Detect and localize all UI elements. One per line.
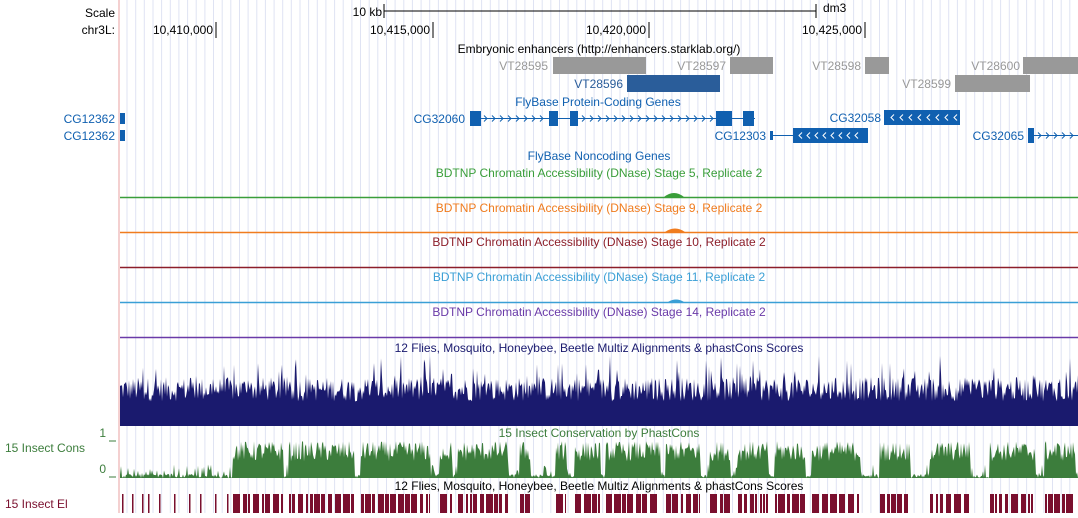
track-title: BDTNP Chromatin Accessibility (DNase) St… [432,235,766,249]
dnase-track-stage-10[interactable]: BDTNP Chromatin Accessibility (DNase) St… [120,235,1078,269]
enhancer-label: VT28598 [812,59,861,73]
enhancer-feature[interactable] [865,57,889,74]
ruler-tick-label: 10,420,000 [586,23,646,37]
track-title: FlyBase Protein-Coding Genes [515,95,680,109]
signal-peak [665,228,685,232]
strand-arrows [483,115,714,122]
enhancer-label: VT28597 [677,59,726,73]
chrom-label: chr3L: [82,23,115,37]
track-title: BDTNP Chromatin Accessibility (DNase) St… [432,305,766,319]
enhancer-feature[interactable] [553,57,646,74]
enhancer-feature[interactable] [730,57,773,74]
track-title: 12 Flies, Mosquito, Honeybee, Beetle Mul… [395,479,804,493]
dnase-track-stage-14[interactable]: BDTNP Chromatin Accessibility (DNase) St… [120,305,1078,339]
gene-label: CG12362 [64,112,116,126]
enhancer-feature[interactable] [627,75,720,92]
track-title: BDTNP Chromatin Accessibility (DNase) St… [436,166,763,180]
phastcons-track[interactable]: 15 Insect Conservation by PhastCons 15 I… [5,426,1078,478]
scale-bar-label: 10 kb [353,5,383,19]
enhancer-label: VT28600 [971,59,1020,73]
strand-arrows [1037,132,1074,139]
assembly-label: dm3 [823,1,847,15]
multiz-signal [120,356,1078,426]
conserved-element-blocks [122,494,1073,513]
track-title: 12 Flies, Mosquito, Honeybee, Beetle Mul… [395,341,804,355]
gene-feature[interactable] [120,113,125,124]
track-title: Embryonic enhancers (http://enhancers.st… [458,42,741,56]
dnase-track-stage-9[interactable]: BDTNP Chromatin Accessibility (DNase) St… [120,201,1078,234]
gene-feature[interactable] [120,130,125,141]
gene-feature[interactable] [770,128,868,143]
track-side-label: 15 Insect Cons [5,441,85,455]
multiz-track[interactable]: 12 Flies, Mosquito, Honeybee, Beetle Mul… [120,341,1078,426]
conserved-elements-track[interactable]: 12 Flies, Mosquito, Honeybee, Beetle Mul… [5,479,1073,513]
gene-feature[interactable] [884,110,960,125]
protein-coding-genes-track[interactable]: FlyBase Protein-Coding Genes CG12362 CG1… [64,95,1078,143]
gene-label: CG32058 [830,111,882,125]
gene-feature[interactable] [1028,128,1078,143]
signal-peak [668,299,684,302]
track-side-label: 15 Insect El [5,497,68,511]
signal-peak [664,193,684,197]
ruler-tick-label: 10,415,000 [370,23,430,37]
axis-max-label: 1 [99,426,106,440]
gene-label: CG32065 [973,129,1025,143]
ruler-tick-label: 10,425,000 [802,23,862,37]
strand-arrows [798,132,859,139]
gene-label: CG32060 [414,112,466,126]
dnase-track-stage-11[interactable]: BDTNP Chromatin Accessibility (DNase) St… [120,270,1078,304]
enhancers-track[interactable]: Embryonic enhancers (http://enhancers.st… [458,42,1078,92]
scale-label: Scale [85,6,115,20]
track-title: BDTNP Chromatin Accessibility (DNase) St… [433,270,766,284]
gene-label: CG12303 [715,129,767,143]
gene-label: CG12362 [64,129,116,143]
enhancer-feature[interactable] [1023,57,1078,74]
track-title: BDTNP Chromatin Accessibility (DNase) St… [436,201,763,215]
dnase-track-stage-5[interactable]: BDTNP Chromatin Accessibility (DNase) St… [120,166,1078,199]
base-position-ruler[interactable]: Scale 10 kb dm3 chr3L: 10,410,000 10,415… [82,1,866,38]
enhancer-feature[interactable] [955,75,1030,92]
scale-bar [383,4,817,18]
track-title: FlyBase Noncoding Genes [528,149,671,163]
axis-min-label: 0 [99,462,106,476]
gene-feature[interactable] [470,111,755,126]
enhancer-label: VT28599 [902,77,951,91]
ruler-tick-label: 10,410,000 [153,23,213,37]
enhancer-label: VT28595 [499,59,548,73]
noncoding-genes-track[interactable]: FlyBase Noncoding Genes [528,149,671,163]
strand-arrows [890,114,958,121]
conservation-signal [120,441,1078,478]
enhancer-label: VT28596 [574,77,623,91]
track-title: 15 Insect Conservation by PhastCons [499,426,700,440]
